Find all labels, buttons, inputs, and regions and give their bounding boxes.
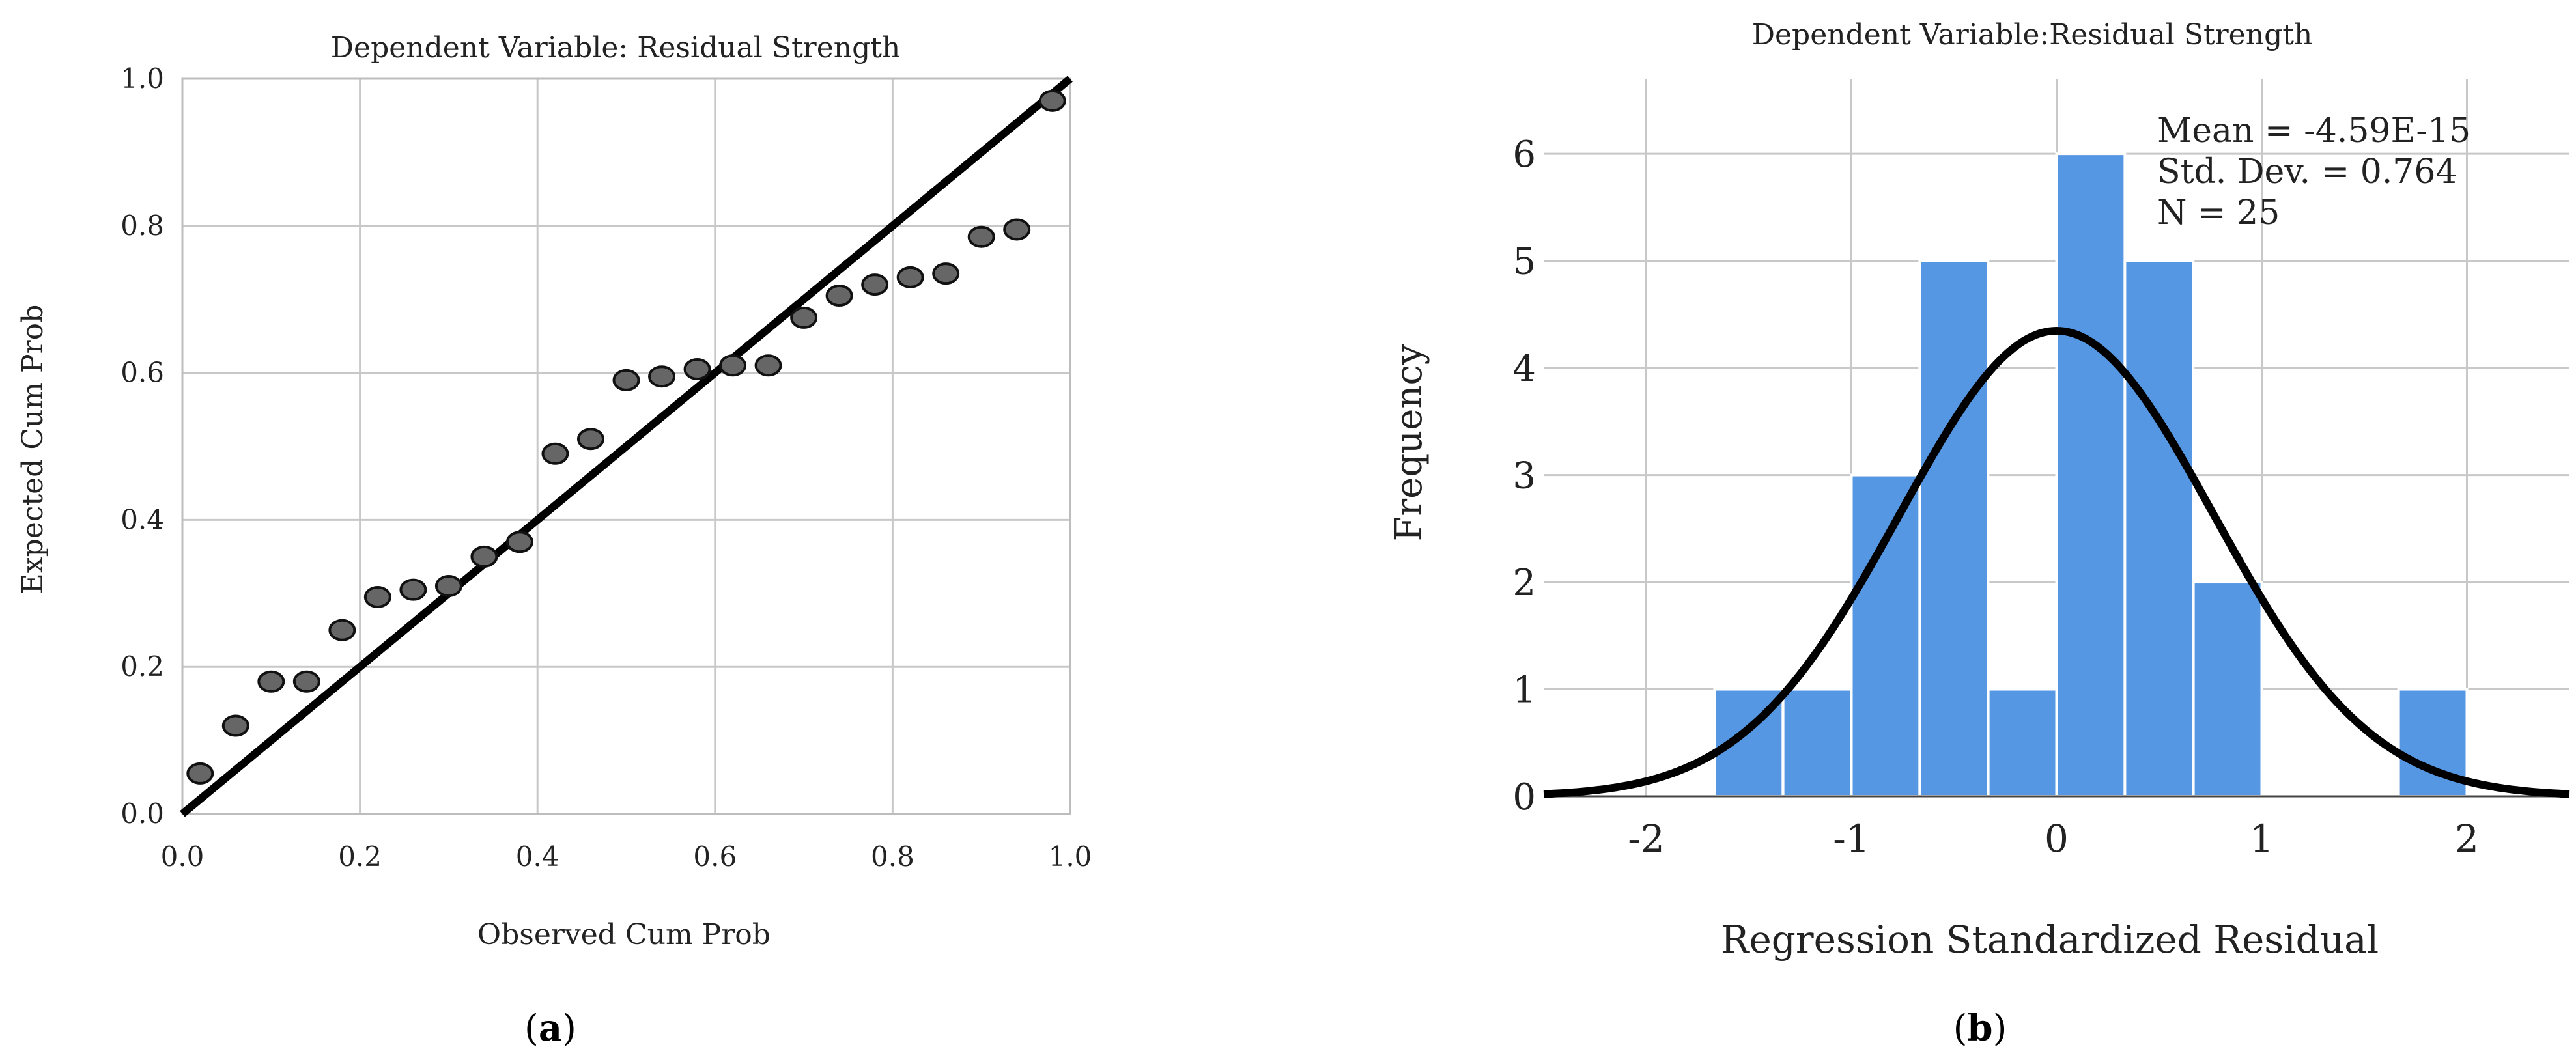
hist-bar: [2055, 152, 2127, 798]
hist-bar: [1850, 473, 1921, 798]
histogram: Dependent Variable:Residual Strength -2-…: [1388, 18, 2570, 1050]
hist-stats-box: Mean = -4.59E-15 Std. Dev. = 0.764 N = 2…: [2157, 111, 2470, 232]
pp-point: [612, 369, 640, 391]
pp-plot-frame: [181, 77, 1071, 815]
hist-y-tick-label: 0: [1512, 776, 1536, 818]
hist-x-axis-label: Regression Standardized Residual: [1721, 917, 2379, 962]
pp-point: [257, 670, 285, 693]
hist-bar: [1918, 259, 1990, 798]
pp-point: [328, 619, 356, 641]
pp-point: [754, 354, 782, 377]
pp-point: [576, 428, 604, 451]
pp-plot: Dependent Variable: Residual Strength 0.…: [16, 31, 1092, 1050]
pp-point: [186, 762, 214, 785]
panel-label-a: (a): [524, 1007, 576, 1050]
hist-y-tick-label: 1: [1512, 669, 1536, 712]
pp-y-ticks: 0.0 0.2 0.4 0.6 0.8 1.0: [120, 63, 164, 830]
pp-title: Dependent Variable: Residual Strength: [331, 31, 901, 64]
hist-stat-mean: Mean = -4.59E-15: [2157, 111, 2470, 150]
hist-x-tick-label: 0: [2045, 817, 2069, 861]
pp-y-tick-label: 0.4: [120, 503, 164, 535]
pp-point: [825, 285, 853, 307]
pp-x-axis-label: Observed Cum Prob: [477, 918, 771, 951]
hist-y-tick-label: 3: [1512, 455, 1536, 497]
pp-point: [1038, 89, 1066, 112]
pp-x-tick-label: 0.4: [516, 841, 559, 873]
pp-point: [1003, 218, 1031, 241]
pp-point: [896, 266, 924, 288]
pp-y-axis-label: Expected Cum Prob: [16, 305, 50, 594]
pp-reference-line: [180, 76, 1073, 817]
hist-y-axis-label: Frequency: [1388, 344, 1430, 541]
pp-x-tick-label: 1.0: [1049, 841, 1092, 873]
hist-x-tick-label: 1: [2250, 817, 2274, 861]
pp-y-tick-label: 0.2: [120, 650, 164, 682]
pp-point: [399, 578, 427, 601]
hist-x-ticks: -2 -1 0 1 2: [1628, 817, 2479, 861]
hist-bar: [1987, 688, 2058, 798]
hist-stat-n: N = 25: [2157, 193, 2280, 232]
pp-points: [186, 89, 1066, 785]
pp-point: [221, 714, 249, 737]
hist-y-ticks: 0 1 2 3 4 5 6: [1512, 133, 1536, 818]
hist-x-tick-label: 2: [2455, 817, 2479, 861]
hist-x-tick-label: -2: [1628, 817, 1665, 861]
panel-label-b: (b): [1953, 1007, 2007, 1050]
hist-y-tick-label: 6: [1512, 133, 1536, 176]
pp-point: [541, 442, 569, 465]
pp-y-tick-label: 0.6: [120, 357, 164, 389]
hist-bar: [2123, 259, 2195, 798]
hist-bar: [1781, 688, 1853, 798]
pp-x-tick-label: 0.0: [161, 841, 205, 873]
pp-y-tick-label: 0.8: [120, 210, 164, 242]
hist-stat-sd: Std. Dev. = 0.764: [2157, 152, 2457, 191]
pp-point: [363, 585, 391, 608]
pp-point: [861, 273, 889, 296]
hist-title: Dependent Variable:Residual Strength: [1752, 18, 2313, 51]
pp-point: [434, 575, 462, 598]
pp-point: [790, 306, 818, 329]
pp-point: [648, 365, 676, 388]
hist-y-tick-label: 2: [1512, 562, 1536, 604]
pp-x-tick-label: 0.6: [693, 841, 737, 873]
pp-point: [967, 225, 995, 248]
hist-y-tick-label: 5: [1512, 241, 1536, 283]
hist-bar: [2192, 581, 2263, 798]
pp-x-ticks: 0.0 0.2 0.4 0.6 0.8 1.0: [161, 841, 1092, 873]
pp-point: [932, 262, 960, 285]
pp-y-tick-label: 1.0: [120, 63, 164, 94]
pp-x-tick-label: 0.8: [871, 841, 914, 873]
hist-x-tick-label: -1: [1833, 817, 1870, 861]
pp-x-tick-label: 0.2: [338, 841, 382, 873]
pp-point: [292, 670, 320, 693]
hist-y-tick-label: 4: [1512, 348, 1536, 390]
pp-point: [719, 354, 747, 377]
normal-curve: [1543, 327, 2570, 798]
pp-point: [683, 357, 711, 380]
pp-point: [505, 531, 533, 553]
hist-bars: [1713, 152, 2469, 798]
pp-y-tick-label: 0.0: [120, 798, 164, 830]
pp-point: [470, 545, 498, 568]
